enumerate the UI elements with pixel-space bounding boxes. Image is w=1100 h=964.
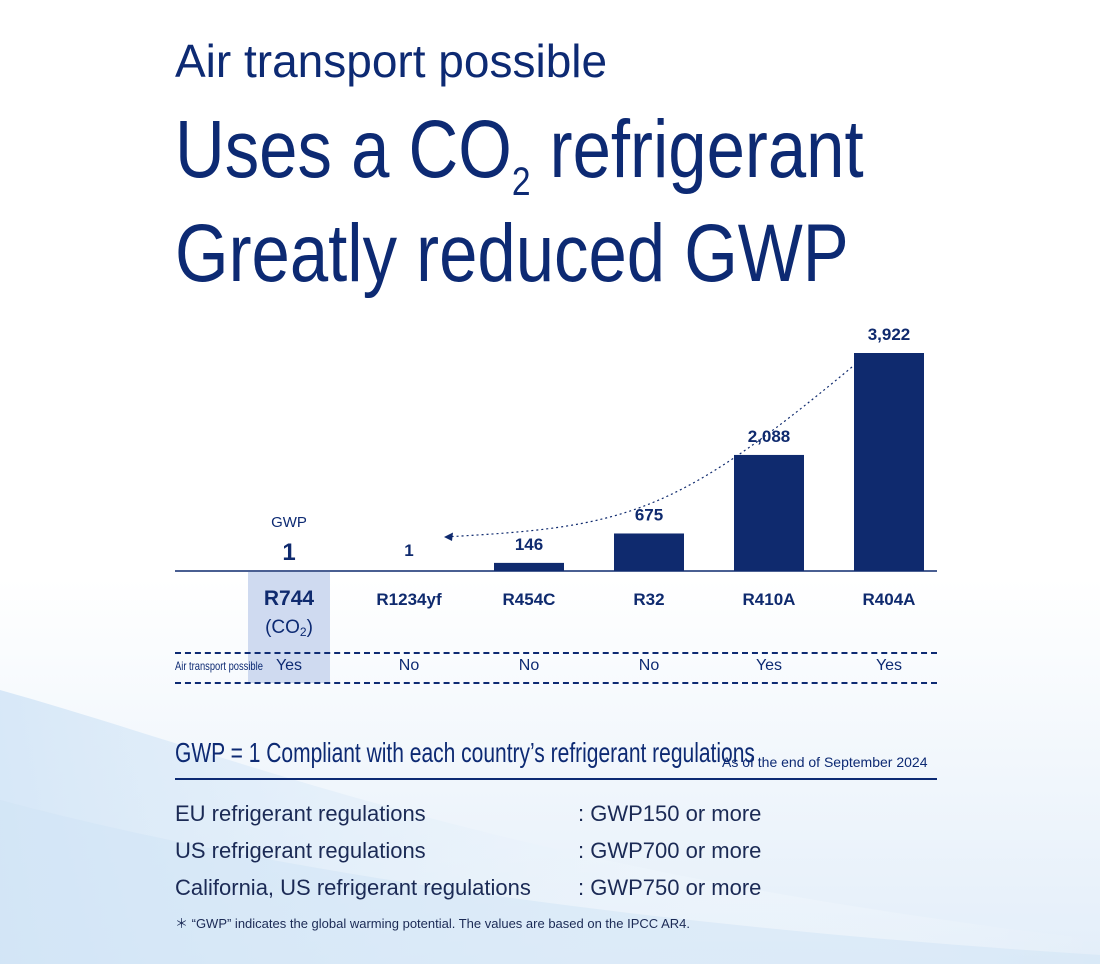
data-label: 1 bbox=[282, 539, 295, 566]
bar-r454c bbox=[494, 562, 564, 571]
compliance-heading: GWP = 1 Compliant with each country’s re… bbox=[175, 737, 755, 768]
data-label: 675 bbox=[635, 505, 663, 524]
heading-line-2: Uses a CO2 refrigerant bbox=[175, 104, 864, 204]
r744-co2-label: (CO2) bbox=[265, 617, 313, 639]
heading-line-3: Greatly reduced GWP bbox=[175, 208, 849, 299]
gwp-footnote: ＊ “GWP” indicates the global warming pot… bbox=[175, 916, 690, 931]
table-bottom-dashed-line bbox=[175, 682, 937, 684]
compliance-divider bbox=[175, 778, 937, 780]
category-label: R404A bbox=[863, 590, 916, 609]
air-transport-label: Air transport possible bbox=[175, 659, 263, 673]
regulation-name: US refrigerant regulations bbox=[175, 838, 426, 863]
category-label: R1234yf bbox=[376, 590, 442, 609]
data-label: 146 bbox=[515, 535, 543, 554]
air-transport-value: Yes bbox=[875, 657, 903, 674]
heading-line-1: Air transport possible bbox=[175, 35, 608, 87]
trend-arrow bbox=[443, 366, 853, 538]
trend-arrowhead bbox=[444, 532, 453, 541]
regulation-value: : GWP700 or more bbox=[578, 838, 762, 863]
air-transport-value: No bbox=[518, 657, 540, 674]
category-label: R32 bbox=[633, 590, 664, 609]
bar-r404a bbox=[854, 353, 924, 571]
r744-highlight bbox=[248, 572, 330, 683]
bar-r32 bbox=[614, 533, 684, 571]
data-label: 3,922 bbox=[868, 325, 911, 344]
regulation-value: : GWP750 or more bbox=[578, 875, 762, 900]
category-label: R744 bbox=[264, 587, 315, 610]
regulation-value: : GWP150 or more bbox=[578, 801, 762, 826]
data-label: 1 bbox=[404, 541, 413, 560]
category-label: R454C bbox=[503, 590, 556, 609]
as-of-date: As of the end of September 2024 bbox=[722, 754, 928, 770]
bar-r410a bbox=[734, 454, 804, 571]
category-label: R410A bbox=[743, 590, 796, 609]
air-transport-value: No bbox=[638, 657, 660, 674]
air-transport-value: Yes bbox=[275, 657, 303, 674]
table-top-dashed-line bbox=[175, 652, 937, 654]
gwp-label: GWP bbox=[271, 514, 307, 531]
data-label: 2,088 bbox=[748, 427, 791, 446]
regulation-name: California, US refrigerant regulations bbox=[175, 875, 531, 900]
air-transport-value: Yes bbox=[755, 657, 783, 674]
regulation-name: EU refrigerant regulations bbox=[175, 801, 426, 826]
air-transport-value: No bbox=[398, 657, 420, 674]
